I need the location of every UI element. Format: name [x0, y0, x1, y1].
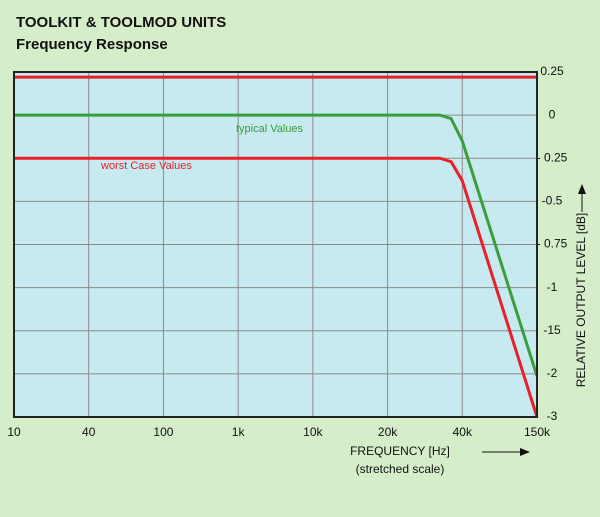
plot-border — [13, 71, 538, 418]
x-tick-label: 150k — [524, 425, 551, 439]
y-tick-label: 0 — [549, 107, 556, 121]
y-tick-label: -2 — [547, 366, 558, 380]
x-tick-label: 1k — [232, 425, 246, 439]
chart-subtitle: Frequency Response — [16, 36, 168, 53]
x-tick-label: 10k — [303, 425, 323, 439]
y-tick-label: -3 — [547, 409, 558, 423]
y-tick-label: -15 — [543, 323, 561, 337]
x-tick-label: 20k — [378, 425, 398, 439]
series-label: typical Values — [236, 123, 304, 135]
series-label: worst Case Values — [100, 160, 192, 172]
y-tick-label: 0.25 — [540, 64, 564, 78]
x-axis-note: (stretched scale) — [356, 462, 445, 476]
x-tick-label: 100 — [153, 425, 173, 439]
line — [14, 113, 539, 377]
x-axis-label: FREQUENCY [Hz] — [350, 444, 450, 458]
y-arrow-head — [578, 184, 586, 194]
line — [14, 156, 539, 418]
y-tick-label: -0.5 — [542, 194, 563, 208]
y-axis-label: RELATIVE OUTPUT LEVEL [dB] — [574, 213, 588, 388]
y-tick-label: -1 — [547, 280, 558, 294]
x-tick-label: 40 — [82, 425, 96, 439]
x-tick-label: 10 — [7, 425, 21, 439]
x-arrow-head — [520, 448, 530, 456]
y-tick-label: - 0.25 — [537, 150, 568, 164]
y-tick-label: - 0.75 — [537, 237, 568, 251]
x-tick-label: 40k — [453, 425, 473, 439]
chart-title: TOOLKIT & TOOLMOD UNITS — [16, 14, 226, 31]
